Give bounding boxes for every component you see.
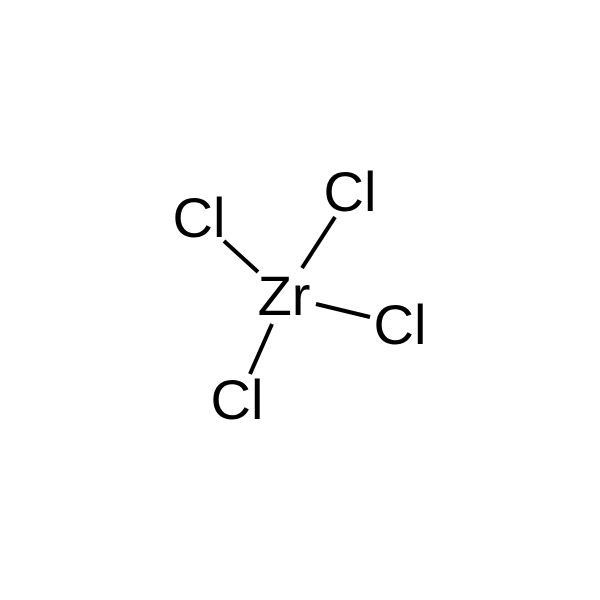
bond bbox=[224, 241, 258, 272]
atom-label-cl_tr: Cl bbox=[324, 164, 377, 220]
bond bbox=[316, 304, 370, 317]
atom-label-cl_r: Cl bbox=[374, 297, 427, 353]
bond bbox=[250, 324, 272, 374]
atom-label-cl_bl: Cl bbox=[211, 372, 264, 428]
bond bbox=[302, 217, 335, 268]
molecule-diagram: ZrClClClCl bbox=[0, 0, 600, 600]
atom-label-center: Zr bbox=[258, 268, 311, 324]
atom-label-cl_tl: Cl bbox=[173, 190, 226, 246]
